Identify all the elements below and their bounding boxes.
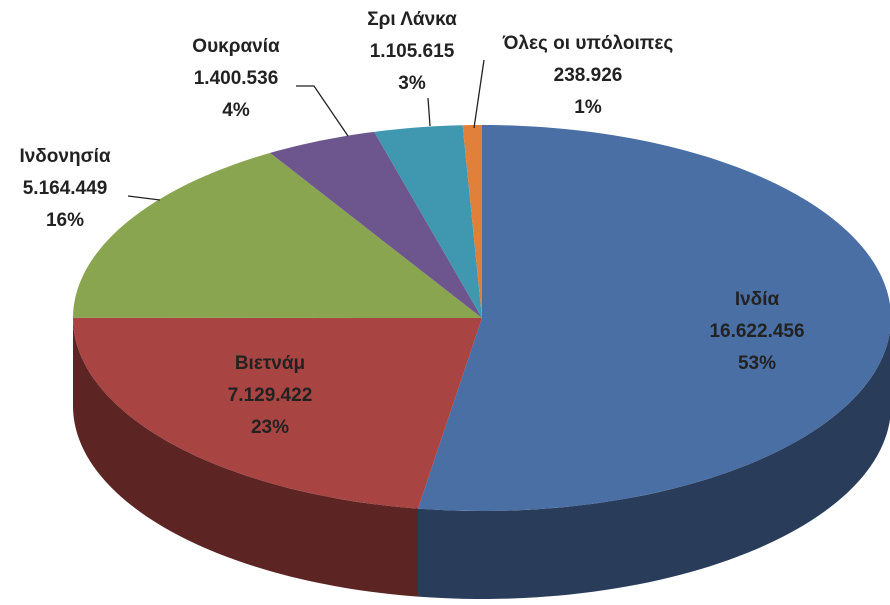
slice bbox=[374, 125, 482, 318]
slice-side bbox=[418, 331, 890, 599]
value-label: 1.400.536 bbox=[194, 68, 279, 89]
slice-label: Ινδονησία bbox=[19, 146, 110, 167]
leader-line bbox=[127, 195, 161, 201]
slice-label: Βιετνάμ bbox=[235, 353, 305, 374]
percent-label: 16% bbox=[46, 210, 84, 231]
slice bbox=[73, 317, 482, 509]
percent-label: 1% bbox=[574, 97, 602, 118]
value-label: 7.129.422 bbox=[228, 385, 313, 406]
value-label: 16.622.456 bbox=[709, 321, 804, 342]
slice-label: Όλες οι υπόλοιπες bbox=[502, 33, 674, 54]
slice-label: Σρι Λάνκα bbox=[367, 9, 457, 30]
value-label: 1.105.615 bbox=[370, 41, 455, 62]
percent-label: 3% bbox=[398, 73, 426, 94]
slice-label: Ινδία bbox=[735, 289, 780, 310]
leader-line bbox=[296, 85, 349, 137]
slice bbox=[270, 131, 482, 318]
leader-line bbox=[473, 59, 485, 129]
slice bbox=[462, 125, 482, 318]
slice-side bbox=[73, 318, 419, 597]
slice bbox=[73, 152, 482, 318]
slice-label: Ουκρανία bbox=[192, 36, 280, 57]
value-label: 238.926 bbox=[554, 65, 623, 86]
percent-label: 53% bbox=[738, 353, 776, 374]
percent-label: 23% bbox=[251, 417, 289, 438]
percent-label: 4% bbox=[222, 100, 250, 121]
slice bbox=[418, 125, 890, 511]
value-label: 5.164.449 bbox=[23, 178, 108, 199]
leader-line bbox=[427, 97, 431, 127]
